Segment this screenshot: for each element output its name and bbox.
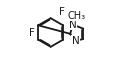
Text: CH₃: CH₃	[68, 11, 86, 21]
Text: N: N	[69, 20, 77, 30]
Text: F: F	[59, 7, 65, 17]
Text: N: N	[71, 36, 79, 46]
Text: F: F	[29, 27, 35, 38]
